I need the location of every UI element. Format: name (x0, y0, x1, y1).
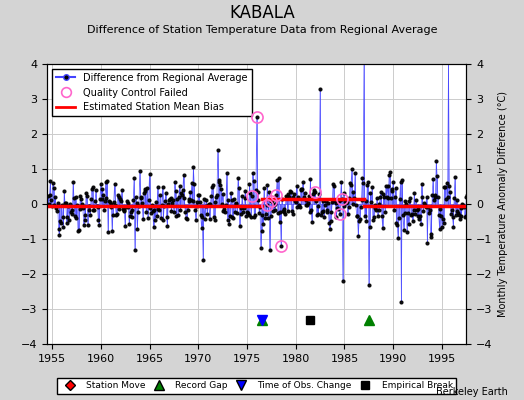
Y-axis label: Monthly Temperature Anomaly Difference (°C): Monthly Temperature Anomaly Difference (… (498, 91, 508, 317)
Text: Difference of Station Temperature Data from Regional Average: Difference of Station Temperature Data f… (87, 25, 437, 35)
Text: Berkeley Earth: Berkeley Earth (436, 387, 508, 397)
Legend: Station Move, Record Gap, Time of Obs. Change, Empirical Break: Station Move, Record Gap, Time of Obs. C… (57, 378, 456, 394)
Text: KABALA: KABALA (229, 4, 295, 22)
